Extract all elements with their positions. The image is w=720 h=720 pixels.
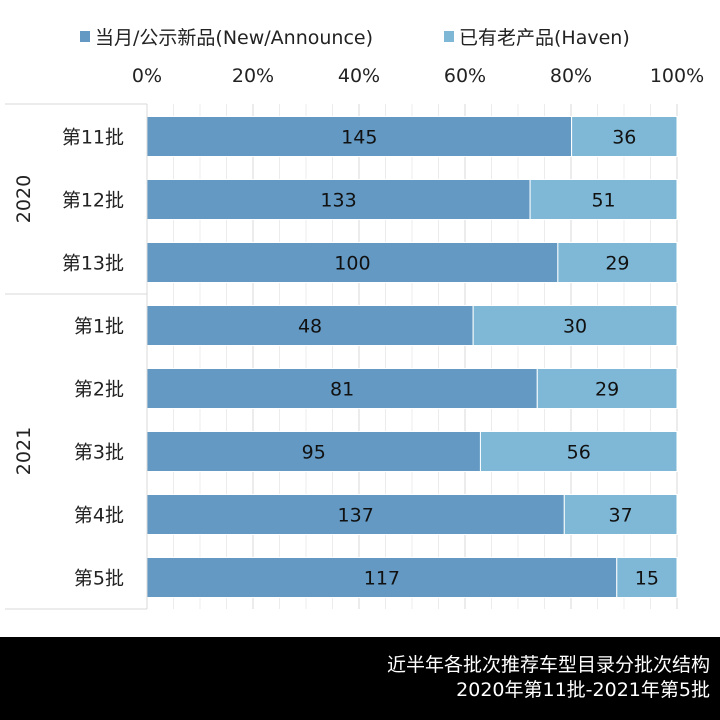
bar-segment [146,557,618,598]
bar-segment [536,368,678,409]
legend-label: 当月/公示新品(New/Announce) [95,27,373,49]
category-label: 第4批 [74,505,124,527]
legend-swatch [80,31,90,42]
footer-title: 近半年各批次推荐车型目录分批次结构 [386,654,710,676]
x-tick-label: 80% [550,65,592,87]
bar-segment [571,116,678,157]
x-tick-label: 60% [444,65,486,87]
category-label: 第3批 [74,442,124,464]
bar-segment [146,179,531,220]
bar-segment [616,557,678,598]
bar-segment [563,494,678,535]
bar-segment [557,242,678,283]
category-label: 第1批 [74,316,124,338]
bar-segment [146,242,559,283]
data-label: 100 [334,253,370,275]
category-label: 第13批 [62,253,124,275]
data-label: 137 [338,505,374,527]
legend-swatch [444,31,454,42]
data-label: 36 [612,127,636,149]
data-label: 30 [563,316,587,338]
group-label: 2021 [13,427,35,475]
data-label: 51 [591,190,615,212]
data-label: 95 [302,442,326,464]
bar-segment [146,368,538,409]
group-label: 2020 [13,175,35,223]
x-tick-label: 0% [132,65,162,87]
category-label: 第2批 [74,379,124,401]
data-label: 48 [298,316,322,338]
x-tick-label: 40% [338,65,380,87]
bar-segment [146,431,481,472]
footer-caption: 近半年各批次推荐车型目录分批次结构 2020年第11批-2021年第5批 [0,637,720,720]
legend-label: 已有老产品(Haven) [459,27,630,49]
category-label: 第5批 [74,568,124,590]
data-label: 117 [364,568,400,590]
data-label: 56 [567,442,591,464]
data-label: 37 [609,505,633,527]
bar-segment [146,494,565,535]
x-tick-label: 20% [232,65,274,87]
data-label: 145 [341,127,377,149]
stacked-bar-chart: 当月/公示新品(New/Announce) 已有老产品(Haven) 0% 20% 40… [5,27,704,610]
bar-segment [529,179,678,220]
category-label: 第12批 [62,190,124,212]
data-label: 15 [635,568,659,590]
data-label: 81 [330,379,354,401]
bar-segment [472,305,678,346]
data-label: 29 [595,379,619,401]
data-label: 29 [605,253,629,275]
data-label: 133 [320,190,356,212]
category-label: 第11批 [62,127,124,149]
footer-subtitle: 2020年第11批-2021年第5批 [456,679,710,701]
bar-segment [479,431,678,472]
x-tick-label: 100% [650,65,704,87]
